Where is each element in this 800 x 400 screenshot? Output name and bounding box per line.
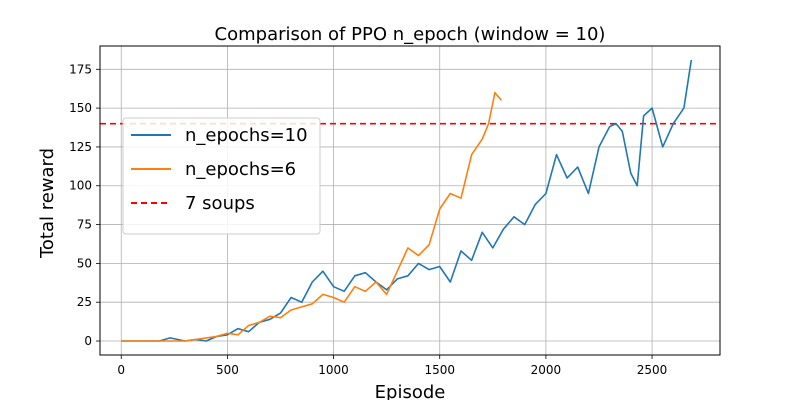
series-lines xyxy=(121,59,693,342)
plot-frame xyxy=(99,45,721,356)
y-tick-label: 175 xyxy=(69,62,92,76)
y-tick-label: 150 xyxy=(69,101,92,115)
x-tick-label: 2500 xyxy=(637,363,668,377)
x-tick-label: 1000 xyxy=(318,363,349,377)
legend-label: 7 soups xyxy=(185,193,255,214)
legend-label: n_epochs=6 xyxy=(185,159,296,180)
x-tick-label: 1500 xyxy=(424,363,455,377)
x-tick-label: 500 xyxy=(216,363,239,377)
legend: n_epochs=10 n_epochs=6 7 soups xyxy=(122,117,321,235)
y-tick-label: 25 xyxy=(77,295,92,309)
x-tick-label: 2000 xyxy=(531,363,562,377)
legend-box xyxy=(122,117,321,235)
axis-ticks: 0 500 1000 1500 2000 2500 0 25 50 75 100 125 150 175 xyxy=(69,62,667,377)
series-line-1 xyxy=(121,59,693,342)
y-tick-label: 100 xyxy=(69,179,92,193)
x-axis-label: Episode xyxy=(375,382,446,400)
x-tick-label: 0 xyxy=(117,363,125,377)
y-tick-label: 50 xyxy=(77,256,92,270)
y-tick-label: 75 xyxy=(77,218,92,232)
y-tick-label: 0 xyxy=(84,334,92,348)
series-line-2 xyxy=(121,91,502,342)
legend-label: n_epochs=10 xyxy=(185,125,308,146)
y-axis-label: Total reward xyxy=(37,148,58,259)
y-tick-label: 125 xyxy=(69,140,92,154)
chart-title: Comparison of PPO n_epoch (window = 10) xyxy=(215,24,606,45)
